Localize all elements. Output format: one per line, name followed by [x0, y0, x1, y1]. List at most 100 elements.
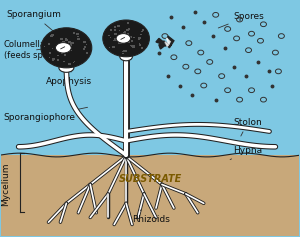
Bar	[66, 46, 68, 47]
Bar	[127, 34, 129, 35]
Bar	[60, 38, 63, 40]
Bar	[73, 32, 75, 34]
Bar	[138, 39, 140, 40]
Bar	[119, 41, 122, 44]
Bar	[117, 25, 120, 27]
Bar	[109, 47, 110, 48]
Text: SUBSTRATE: SUBSTRATE	[118, 173, 182, 184]
Bar	[110, 37, 111, 38]
Bar	[60, 43, 62, 45]
Text: Columella
(feeds spores): Columella (feeds spores)	[4, 41, 64, 60]
Bar	[62, 41, 64, 43]
Bar	[65, 45, 67, 47]
Bar	[142, 29, 144, 31]
Text: Sporangiophore: Sporangiophore	[4, 107, 88, 122]
Bar	[63, 45, 65, 47]
Bar	[125, 50, 127, 52]
Bar	[66, 45, 68, 46]
Bar	[127, 22, 129, 24]
Bar	[133, 37, 135, 38]
Bar	[129, 36, 132, 38]
Bar	[124, 32, 126, 34]
Bar	[84, 46, 86, 48]
Bar	[113, 40, 115, 41]
Text: Stolon: Stolon	[234, 118, 262, 136]
Bar	[123, 39, 125, 40]
Polygon shape	[159, 43, 166, 49]
Text: Sporangium: Sporangium	[7, 10, 62, 35]
Polygon shape	[156, 38, 164, 44]
Bar	[68, 51, 70, 52]
Bar	[126, 29, 127, 30]
Bar	[141, 31, 142, 32]
Bar	[1, 155, 299, 236]
Bar	[68, 41, 70, 43]
Bar	[57, 55, 59, 56]
Bar	[70, 43, 72, 44]
Bar	[127, 34, 128, 36]
Bar	[125, 35, 127, 36]
Text: Rhizoids: Rhizoids	[132, 210, 170, 224]
Bar	[139, 43, 140, 45]
Bar	[123, 32, 126, 34]
Bar	[65, 39, 68, 41]
Bar	[67, 46, 69, 48]
Text: Mycelium: Mycelium	[1, 163, 10, 206]
Bar	[64, 44, 67, 46]
Bar	[49, 43, 50, 45]
Bar	[140, 34, 142, 35]
Ellipse shape	[120, 53, 132, 61]
Bar	[64, 48, 68, 50]
Bar	[60, 52, 61, 53]
Text: Apophysis: Apophysis	[46, 70, 92, 87]
Bar	[138, 37, 140, 39]
Bar	[71, 42, 74, 44]
Bar	[114, 26, 116, 28]
Bar	[122, 53, 124, 54]
Bar	[126, 30, 129, 32]
Bar	[83, 48, 85, 50]
Bar	[70, 44, 72, 46]
Bar	[83, 41, 86, 43]
Circle shape	[103, 20, 149, 57]
Bar	[127, 39, 128, 40]
Bar	[108, 35, 110, 36]
Text: Spores: Spores	[218, 12, 264, 28]
Bar	[74, 61, 75, 62]
Bar	[71, 50, 72, 51]
Bar	[56, 49, 57, 50]
Ellipse shape	[59, 63, 74, 72]
Bar	[114, 39, 117, 41]
Ellipse shape	[56, 43, 71, 53]
Bar	[49, 52, 51, 54]
Bar	[119, 30, 120, 31]
Polygon shape	[165, 38, 170, 46]
Bar	[62, 50, 63, 51]
Bar	[60, 48, 63, 50]
Bar	[60, 38, 62, 40]
Bar	[125, 39, 128, 41]
Bar	[52, 59, 55, 61]
Bar	[85, 44, 87, 45]
Text: Hypha: Hypha	[230, 146, 263, 160]
Bar	[131, 40, 133, 41]
Bar	[65, 38, 67, 39]
Bar	[56, 48, 57, 49]
Bar	[141, 47, 143, 49]
Bar	[139, 45, 141, 46]
Bar	[114, 38, 116, 39]
Bar	[62, 49, 63, 50]
Circle shape	[41, 28, 92, 68]
Bar	[61, 42, 63, 44]
Bar	[123, 50, 125, 52]
Bar	[131, 46, 133, 47]
Bar	[63, 61, 65, 62]
Bar	[57, 59, 59, 60]
Bar	[58, 45, 61, 46]
Bar	[124, 39, 125, 40]
Bar	[51, 34, 54, 36]
Bar	[61, 52, 63, 54]
Bar	[44, 46, 45, 47]
Bar	[49, 57, 50, 58]
Bar	[124, 39, 126, 41]
